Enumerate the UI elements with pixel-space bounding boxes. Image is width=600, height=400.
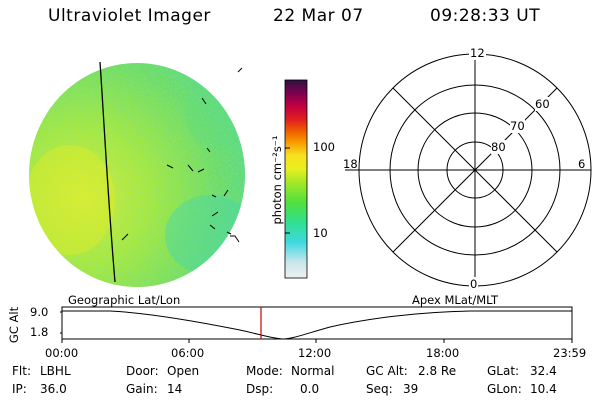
colorbar-tick-100: 100 (313, 140, 335, 154)
lat-label-70: 70 (510, 119, 525, 133)
mode-value: Normal (291, 364, 335, 378)
seq-value: 39 (403, 382, 419, 396)
colorbar-tick-10: 10 (313, 226, 328, 240)
x-tick-1800: 18:00 (426, 346, 460, 360)
glat-label: GLat: (487, 364, 520, 378)
meridian-line (99, 61, 116, 283)
seq-label: Seq: (366, 382, 393, 396)
ip-value: 36.0 (40, 382, 67, 396)
mlt-label-12: 12 (469, 46, 486, 60)
lat-label-80: 80 (491, 140, 506, 154)
timeline-left-label: Geographic Lat/Lon (68, 293, 181, 307)
glon-label: GLon: (487, 382, 522, 396)
date-label: 22 Mar 07 (273, 6, 364, 26)
flt-label: Flt: (12, 364, 31, 378)
x-tick-2359: 23:59 (553, 346, 587, 360)
door-label: Door: (126, 364, 159, 378)
x-tick-0600: 06:00 (171, 346, 205, 360)
coastline-marks (121, 67, 243, 243)
mlt-label-18: 18 (343, 157, 358, 171)
altitude-curve (62, 310, 572, 340)
mode-label: Mode: (246, 364, 283, 378)
dsp-value: 0.0 (300, 382, 320, 396)
gcalt-value: 2.8 Re (418, 364, 457, 378)
timeline-ymax-label: 9.0 (30, 305, 49, 319)
mlt-label-6: 6 (578, 157, 586, 171)
x-tick-0000: 00:00 (45, 346, 79, 360)
time-label: 09:28:33 UT (430, 6, 541, 26)
lat-label-60: 60 (535, 97, 550, 111)
glat-value: 32.4 (530, 364, 557, 378)
gcalt-label: GC Alt: (366, 364, 408, 378)
mlt-label-0: 0 (469, 277, 479, 291)
instrument-title: Ultraviolet Imager (48, 6, 211, 26)
door-value: Open (167, 364, 200, 378)
ip-label: IP: (12, 382, 27, 396)
flt-value: LBHL (40, 364, 71, 378)
glon-value: 10.4 (530, 382, 557, 396)
timeline-ymin-label: 1.8 (30, 325, 49, 339)
dsp-label: Dsp: (246, 382, 274, 396)
timeline-right-label: Apex MLat/MLT (412, 293, 499, 307)
gain-value: 14 (167, 382, 183, 396)
x-tick-1200: 12:00 (298, 346, 332, 360)
gain-label: Gain: (126, 382, 158, 396)
